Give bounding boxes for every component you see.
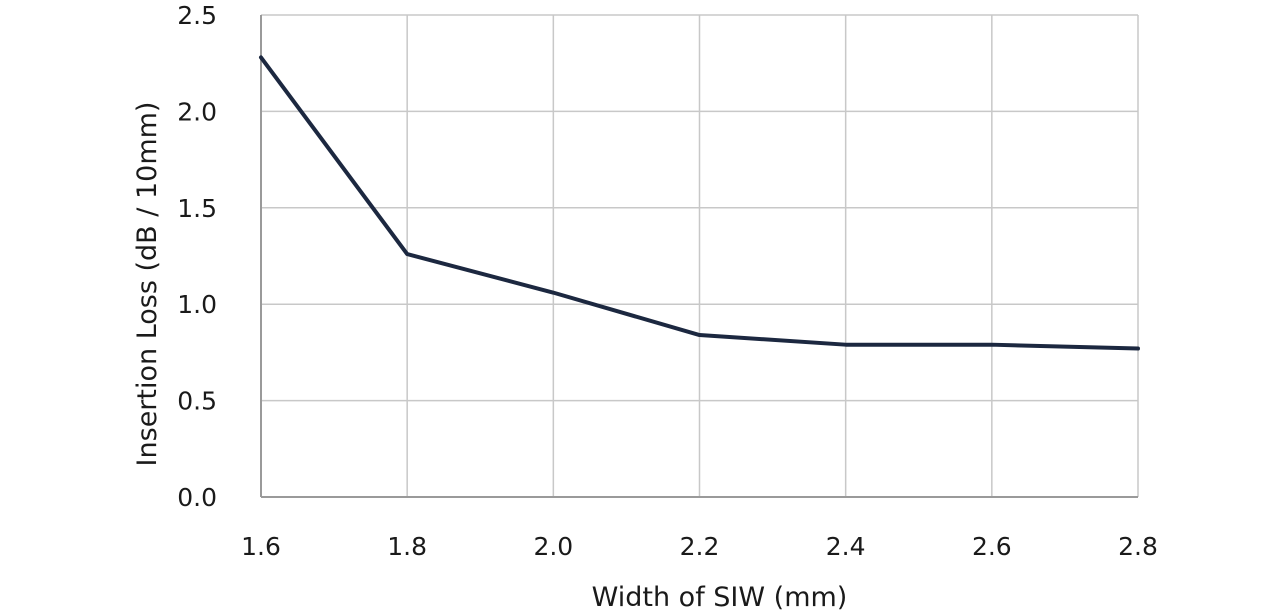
x-tick-label: 2.6 (972, 532, 1012, 561)
y-tick-label: 0.0 (177, 483, 217, 512)
x-tick-label: 2.4 (826, 532, 866, 561)
y-tick-label: 2.5 (177, 1, 217, 30)
x-tick-label: 1.6 (241, 532, 281, 561)
y-tick-label: 1.0 (177, 290, 217, 319)
x-tick-label: 2.8 (1118, 532, 1158, 561)
series-layer (259, 55, 1140, 351)
tick-labels: 1.6 1.8 2.0 2.2 2.4 2.6 2.8 0.0 0.5 1.0 1.5 2.0 2.5 (177, 1, 1158, 561)
x-axis-title: Width of SIW (mm) (592, 582, 848, 613)
y-tick-label: 2.0 (177, 97, 217, 126)
y-tick-label: 1.5 (177, 194, 217, 223)
y-axis-title: Insertion Loss (dB / 10mm) (132, 102, 163, 467)
x-tick-label: 2.2 (680, 532, 720, 561)
series-line (259, 55, 1140, 351)
axes (260, 15, 1138, 498)
x-tick-label: 2.0 (533, 532, 573, 561)
x-tick-label: 1.8 (387, 532, 427, 561)
y-tick-label: 0.5 (177, 387, 217, 416)
gridlines (260, 14, 1139, 498)
